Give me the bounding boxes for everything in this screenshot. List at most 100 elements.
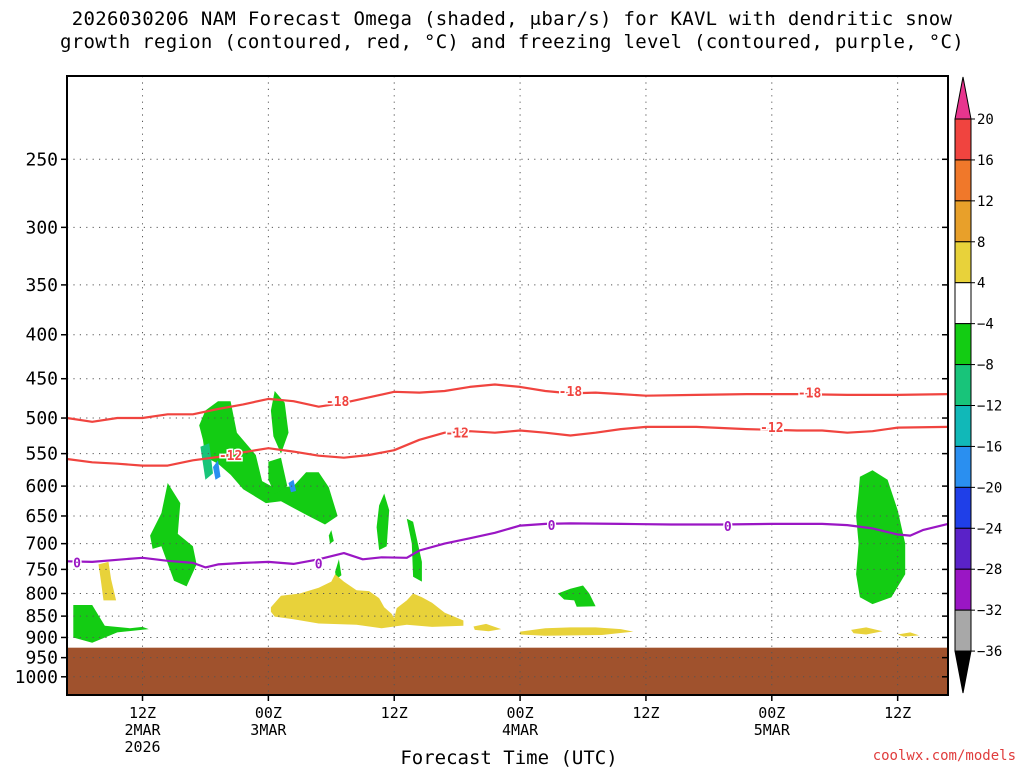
contour-label: -12 bbox=[760, 421, 783, 436]
omega-region bbox=[557, 585, 596, 607]
contour-line bbox=[66, 522, 949, 569]
colorbar-swatch bbox=[954, 159, 972, 202]
omega-region bbox=[328, 530, 334, 544]
omega-region bbox=[851, 627, 883, 635]
omega-region bbox=[270, 391, 289, 454]
contour-line bbox=[66, 383, 949, 423]
x-tick-label: 2026 bbox=[124, 738, 160, 756]
colorbar-label: −36 bbox=[977, 644, 1002, 660]
contour-line bbox=[66, 425, 949, 467]
omega-region bbox=[473, 623, 502, 632]
colorbar-label: −20 bbox=[977, 480, 1002, 496]
x-tick-label: 00Z bbox=[507, 704, 534, 722]
colorbar-label: −24 bbox=[977, 521, 1002, 537]
y-tick-label: 400 bbox=[25, 325, 58, 346]
x-tick-label: 2MAR bbox=[124, 721, 161, 739]
colorbar-swatch bbox=[954, 445, 972, 488]
omega-region bbox=[200, 443, 213, 480]
y-tick-label: 750 bbox=[25, 559, 58, 580]
omega-region bbox=[406, 518, 422, 582]
x-tick-label: 00Z bbox=[255, 704, 282, 722]
y-tick-label: 500 bbox=[25, 408, 58, 429]
contour-label: -12 bbox=[219, 449, 242, 464]
colorbar-bottom-arrow bbox=[954, 650, 972, 694]
colorbar-label: 4 bbox=[977, 276, 985, 292]
omega-region bbox=[335, 559, 342, 580]
colorbar-label: 12 bbox=[977, 194, 994, 210]
colorbar-swatch bbox=[954, 323, 972, 366]
colorbar-label: −8 bbox=[977, 358, 994, 374]
colorbar-swatch bbox=[954, 486, 972, 529]
x-tick-label: 5MAR bbox=[754, 721, 791, 739]
x-tick-label: 00Z bbox=[758, 704, 785, 722]
grid-lines bbox=[67, 76, 948, 695]
colorbar-label: −32 bbox=[977, 603, 1002, 619]
plot-border bbox=[66, 75, 949, 696]
omega-region bbox=[270, 574, 464, 629]
contour-label: 0 bbox=[73, 556, 81, 571]
colorbar-label: −28 bbox=[977, 562, 1002, 578]
contour-label: -12 bbox=[445, 427, 468, 442]
omega-shading bbox=[73, 391, 920, 643]
omega-region bbox=[856, 470, 906, 605]
y-tick-label: 1000 bbox=[15, 667, 58, 688]
x-tick-label: 4MAR bbox=[502, 721, 539, 739]
x-tick-label: 12Z bbox=[381, 704, 408, 722]
chart-title-line-2: growth region (contoured, red, °C) and f… bbox=[60, 31, 964, 53]
colorbar-label: −4 bbox=[977, 317, 994, 333]
colorbar-swatch bbox=[954, 282, 972, 325]
y-tick-label: 900 bbox=[25, 627, 58, 648]
colorbar-label: −12 bbox=[977, 399, 1002, 415]
colorbar-label: 16 bbox=[977, 153, 994, 169]
colorbar-swatch bbox=[954, 364, 972, 407]
y-tick-label: 550 bbox=[25, 444, 58, 465]
omega-region bbox=[520, 627, 634, 636]
colorbar-label: 20 bbox=[977, 112, 994, 128]
omega-region bbox=[288, 479, 297, 493]
omega-region bbox=[150, 483, 197, 587]
colorbar-swatch bbox=[954, 405, 972, 447]
colorbar-swatch bbox=[954, 609, 972, 652]
y-tick-label: 800 bbox=[25, 583, 58, 604]
contour-label: -18 bbox=[798, 387, 822, 402]
y-tick-label: 850 bbox=[25, 606, 58, 627]
omega-region bbox=[376, 493, 390, 550]
x-tick-label: 12Z bbox=[884, 704, 911, 722]
omega-region bbox=[897, 632, 920, 637]
colorbar-top-arrow bbox=[954, 76, 972, 120]
contour-label: -18 bbox=[559, 385, 583, 400]
contour-label: 0 bbox=[724, 520, 732, 535]
credit-text: coolwx.com/models bbox=[872, 748, 1016, 764]
x-tick-label: 3MAR bbox=[250, 721, 287, 739]
y-axis: 2503003504004505005506006507007508008509… bbox=[15, 149, 948, 688]
y-tick-label: 600 bbox=[25, 476, 58, 497]
colorbar-label: 8 bbox=[977, 235, 985, 251]
omega-region bbox=[73, 605, 149, 643]
y-tick-label: 250 bbox=[25, 149, 58, 170]
y-tick-label: 350 bbox=[25, 275, 58, 296]
x-tick-label: 12Z bbox=[632, 704, 659, 722]
colorbar-label: −16 bbox=[977, 439, 1002, 455]
y-tick-label: 650 bbox=[25, 506, 58, 527]
x-axis-label: Forecast Time (UTC) bbox=[400, 747, 617, 768]
colorbar-swatch bbox=[954, 527, 972, 570]
y-tick-label: 950 bbox=[25, 648, 58, 669]
omega-region bbox=[213, 460, 221, 480]
y-tick-label: 700 bbox=[25, 534, 58, 555]
colorbar-swatch bbox=[954, 568, 972, 611]
terrain bbox=[67, 647, 948, 695]
contour-label: 0 bbox=[315, 557, 323, 572]
contour-label: -18 bbox=[326, 395, 350, 410]
temperature-contours: -18 -18 -18 -12 -12 -12 0 0 0 0 bbox=[66, 383, 949, 574]
omega-region bbox=[98, 561, 117, 601]
omega-region bbox=[199, 401, 338, 525]
y-tick-label: 450 bbox=[25, 369, 58, 390]
colorbar: 20 16 12 8 4 −4 −8 −12 −16 −20 −24 −28 −32 −36 bbox=[954, 76, 1002, 694]
colorbar-swatch bbox=[954, 241, 972, 284]
colorbar-swatch bbox=[954, 200, 972, 243]
colorbar-swatch bbox=[954, 118, 972, 161]
plot-frame bbox=[66, 75, 949, 696]
chart-title-line-1: 2026030206 NAM Forecast Omega (shaded, μ… bbox=[71, 8, 953, 30]
